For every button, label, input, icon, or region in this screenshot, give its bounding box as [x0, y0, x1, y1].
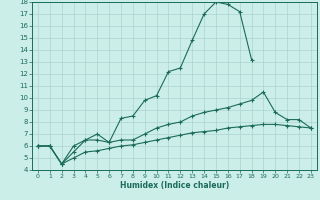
X-axis label: Humidex (Indice chaleur): Humidex (Indice chaleur)	[120, 181, 229, 190]
